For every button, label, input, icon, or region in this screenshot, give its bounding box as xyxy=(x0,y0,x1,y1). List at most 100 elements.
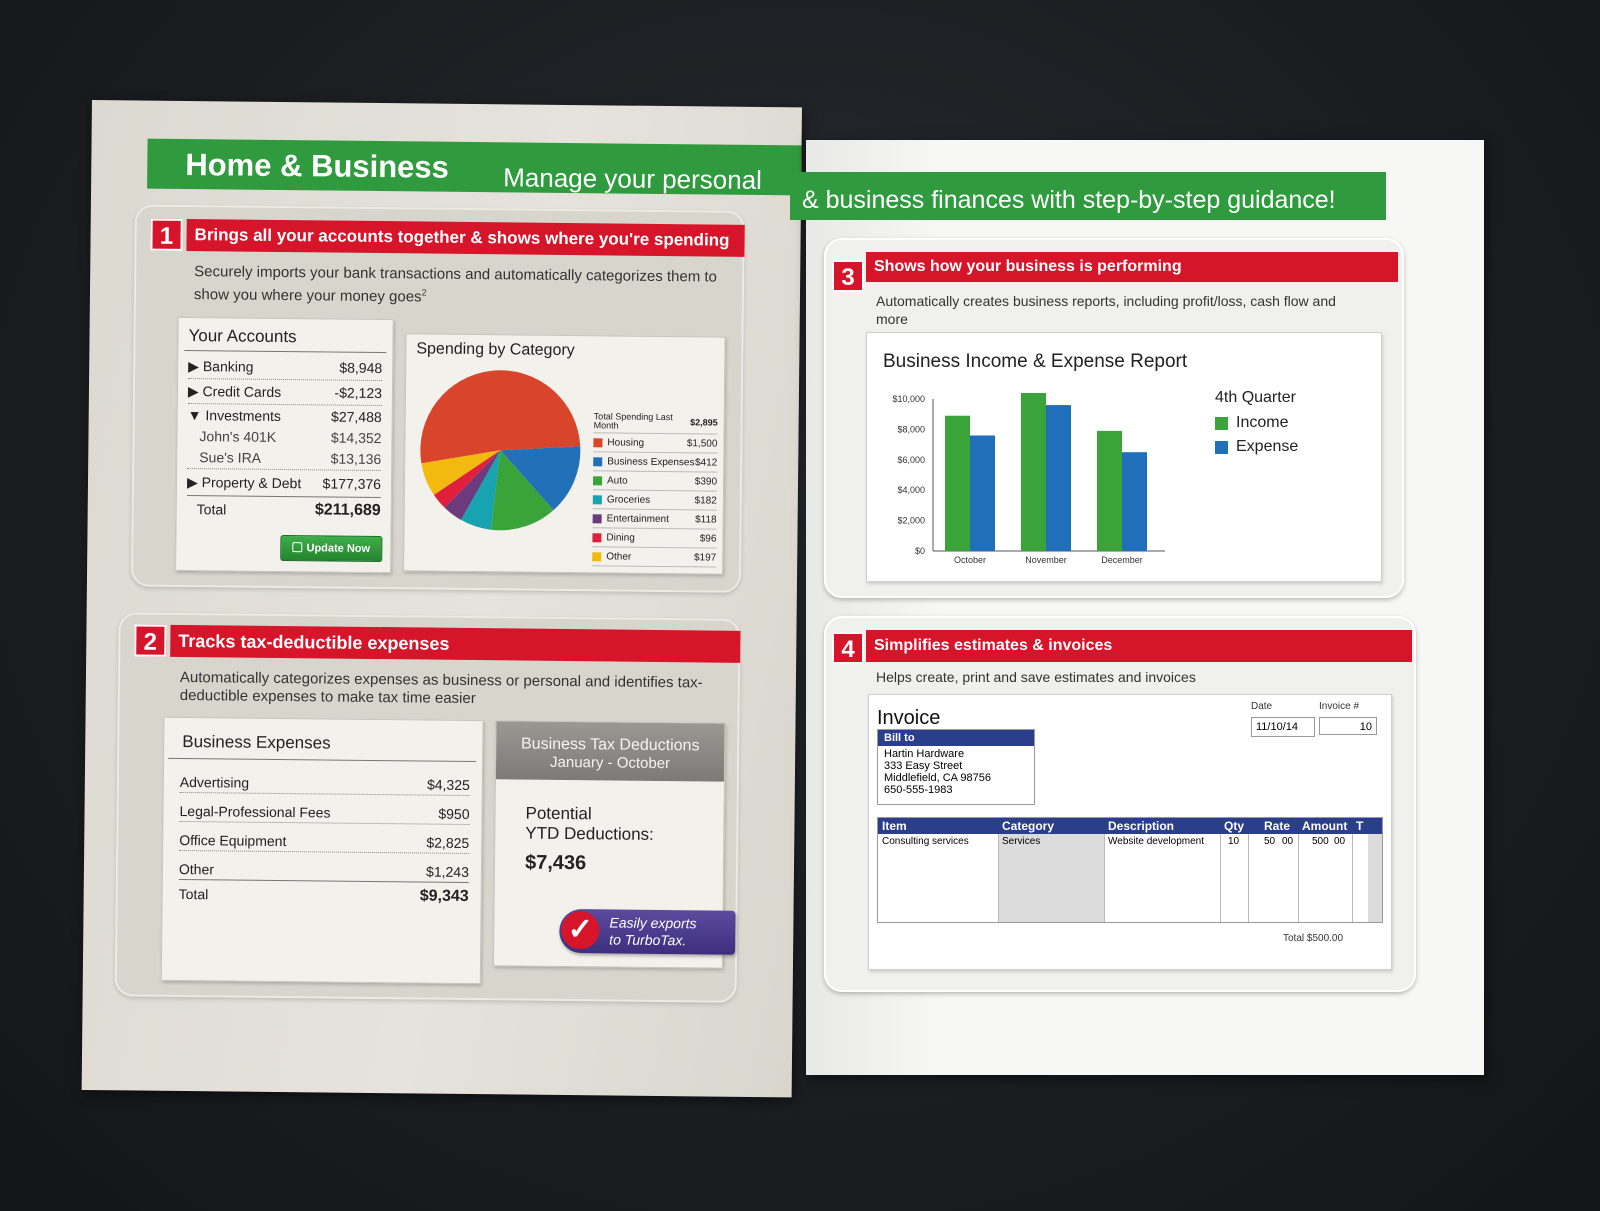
pie-slice-entertainment xyxy=(444,450,501,520)
spending-legend: Total Spending Last Month $2,895 Housing… xyxy=(592,410,718,568)
account-row-johns-401k[interactable]: John's 401K $14,352 xyxy=(199,428,382,447)
update-now-button[interactable]: Update Now xyxy=(280,534,383,563)
bill-to-phone: 650-555-1983 xyxy=(884,784,953,796)
col-tax: T xyxy=(1356,819,1364,833)
bill-to-street: 333 Easy Street xyxy=(884,760,963,772)
legend-swatch xyxy=(592,551,602,561)
spending-total-row: Total Spending Last Month $2,895 xyxy=(593,410,718,435)
tax-deductions-header: Business Tax Deductions January - Octobe… xyxy=(495,721,725,782)
x-tick-label: November xyxy=(1025,555,1067,565)
income-expense-report-card: Business Income & Expense Report $10,000… xyxy=(866,332,1382,582)
legend-row-groceries: Groceries $182 xyxy=(592,490,717,511)
section3-panel: 3 Shows how your business is performing … xyxy=(824,238,1404,598)
legend-value: $412 xyxy=(694,456,718,469)
header-tagline-right: & business finances with step-by-step gu… xyxy=(802,186,1336,214)
invoice-line-row[interactable]: Consulting services Services Website dev… xyxy=(882,836,1346,847)
section3-description: Automatically creates business reports, … xyxy=(876,293,1336,327)
col-amount: Amount xyxy=(1302,819,1348,833)
right-page: & business finances with step-by-step gu… xyxy=(790,140,1484,1075)
checkmark-icon: ✓ xyxy=(561,910,600,950)
tax-column-shade xyxy=(1368,834,1382,922)
turbotax-export-badge[interactable]: ✓ Easily exports to TurboTax. xyxy=(559,908,736,955)
potential-line2: YTD Deductions: xyxy=(525,823,654,844)
col-category: Category xyxy=(1002,819,1055,833)
bar-expense-october xyxy=(970,435,995,551)
col-line xyxy=(998,834,999,922)
expense-row[interactable]: Advertising $4,325 xyxy=(179,763,471,796)
legend-label: Housing xyxy=(607,436,645,449)
legend-label: Entertainment xyxy=(606,512,669,525)
account-row-banking[interactable]: ▶ Banking $8,948 xyxy=(188,354,383,382)
legend-label: Other xyxy=(606,550,632,563)
legend-title: 4th Quarter xyxy=(1215,389,1296,406)
deductions-amount: $7,436 xyxy=(524,851,587,875)
section2-title: Tracks tax-deductible expenses xyxy=(170,624,741,663)
legend-row-other: Other $197 xyxy=(592,547,717,568)
account-row-credit-cards[interactable]: ▶ Credit Cards -$2,123 xyxy=(187,379,383,407)
section4-panel: 4 Simplifies estimates & invoices Helps … xyxy=(824,616,1416,992)
tax-deductions-subtitle: January - October xyxy=(549,753,671,773)
account-row-sues-ira[interactable]: Sue's IRA $13,136 xyxy=(187,446,382,472)
section1-title: Brings all your accounts together & show… xyxy=(186,218,745,257)
account-row-property-debt[interactable]: ▶ Property & Debt $177,376 xyxy=(186,469,382,499)
invoice-items-table: Item Category Description Qty Rate Amoun… xyxy=(877,817,1383,923)
bill-to-city: Middlefield, CA 98756 xyxy=(884,772,992,784)
section2-panel: 2 Tracks tax-deductible expenses Automat… xyxy=(114,612,741,1003)
category-column-shade xyxy=(998,834,1104,922)
lock-icon xyxy=(292,542,303,553)
y-tick-label: $0 xyxy=(915,546,925,556)
spending-legend-rows: Housing $1,500 Business Expenses $412 Auto $3… xyxy=(592,433,718,568)
expense-row[interactable]: Legal-Professional Fees $950 xyxy=(179,792,470,825)
income-expense-bar-chart: $10,000 $8,000 $6,000 $4,000 $2,000 $0 October… xyxy=(892,393,1165,565)
x-tick-label: October xyxy=(954,555,986,565)
potential-line1: Potential xyxy=(525,803,592,824)
header-tagline-left: Manage your personal xyxy=(503,162,763,196)
pie-slice-dining xyxy=(433,450,501,508)
section1-number: 1 xyxy=(150,218,183,251)
invoice-number-field[interactable]: 10 xyxy=(1319,717,1377,735)
pie-slice-business-expenses xyxy=(500,446,581,511)
bar-income-november xyxy=(1021,393,1046,551)
expenses-total-row: Total $9,343 xyxy=(178,885,469,905)
legend-value: $197 xyxy=(693,551,717,564)
section4-title: Simplifies estimates & invoices xyxy=(866,630,1412,662)
accounts-card: Your Accounts ▶ Banking $8,948 ▶ Credit C… xyxy=(175,316,394,574)
pie-slice-other xyxy=(421,450,501,495)
business-expenses-card: Business Expenses Advertising $4,325 Lega… xyxy=(160,716,484,985)
bill-to-name: Hartin Hardware xyxy=(884,748,965,760)
section1-description: Securely imports your bank transactions … xyxy=(193,263,718,306)
tax-deductions-title: Business Tax Deductions xyxy=(520,735,700,755)
col-line xyxy=(1298,834,1299,922)
section1-panel: 1 Brings all your accounts together & sh… xyxy=(130,204,745,593)
expense-row[interactable]: Office Equipment $2,825 xyxy=(179,821,470,854)
header-title: Home & Business xyxy=(185,146,450,185)
spending-card: Spending by Category Total Spending Last… xyxy=(403,333,726,575)
expense-row[interactable]: Other $1,243 xyxy=(178,850,470,883)
y-tick-label: $6,000 xyxy=(897,455,925,465)
bar-income-december xyxy=(1097,430,1122,551)
legend-row-entertainment: Entertainment $118 xyxy=(592,509,717,530)
invoice-card: Invoice Date Invoice # 11/10/14 10 Bill … xyxy=(868,694,1392,970)
legend-label: Auto xyxy=(606,474,628,487)
col-line xyxy=(1352,834,1353,922)
legend-row-auto: Auto $390 xyxy=(592,471,718,492)
col-description: Description xyxy=(1108,819,1175,833)
legend-swatch xyxy=(593,456,603,466)
x-tick-label: December xyxy=(1101,555,1143,565)
bill-to-label: Bill to xyxy=(878,730,1034,746)
legend-row-dining: Dining $96 xyxy=(592,528,717,549)
legend-row-housing: Housing $1,500 xyxy=(593,433,718,454)
bar-expense-december xyxy=(1122,452,1147,551)
right-header-bar: & business finances with step-by-step gu… xyxy=(790,172,1386,220)
invoice-date-field[interactable]: 11/10/14 xyxy=(1251,717,1315,737)
income-swatch xyxy=(1215,416,1228,430)
pie-slice-auto xyxy=(490,450,554,531)
legend-label: Groceries xyxy=(606,493,651,506)
y-tick-label: $4,000 xyxy=(897,485,925,495)
bill-to-box: Bill to Hartin Hardware 333 Easy Street … xyxy=(877,729,1035,805)
legend-swatch xyxy=(592,475,603,485)
section3-number: 3 xyxy=(832,260,864,292)
invoice-date-label: Date xyxy=(1251,701,1273,712)
account-row-investments[interactable]: ▼ Investments $27,488 xyxy=(187,407,382,426)
bar-income-october xyxy=(945,415,970,551)
